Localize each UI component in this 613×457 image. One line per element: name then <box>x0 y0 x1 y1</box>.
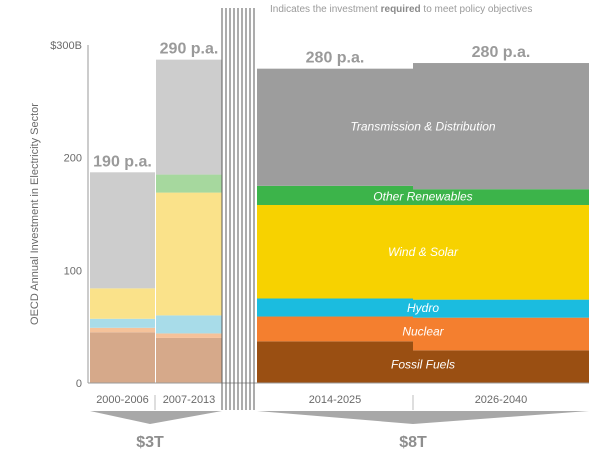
bar-fossil-fuels-2026-2040 <box>413 350 589 383</box>
total-label-2000-2006: 190 p.a. <box>93 153 152 170</box>
y-tick-label-100: 100 <box>64 265 82 277</box>
note-prefix: Indicates the investment <box>270 4 381 15</box>
bar-other-renewables-2007-2013 <box>156 174 222 193</box>
x-tick-label-2007-2013: 2007-2013 <box>163 394 216 406</box>
y-tick-label-200: 200 <box>64 153 82 165</box>
bar-nuclear-2007-2013 <box>156 333 222 338</box>
bar-nuclear-2026-2040 <box>413 317 589 351</box>
y-tick-label-0: 0 <box>76 378 82 390</box>
series-label-hydro: Hydro <box>407 301 439 315</box>
group-bracket-8t <box>257 411 589 424</box>
x-tick-label-2000-2006: 2000-2006 <box>96 394 149 406</box>
bar-fossil-fuels-2007-2013 <box>156 337 222 383</box>
bar-hydro-2000-2006 <box>90 318 155 328</box>
bar-hydro-2014-2025 <box>257 298 413 317</box>
bar-fossil-fuels-2014-2025 <box>257 341 413 383</box>
bar-wind-solar-2026-2040 <box>413 204 589 300</box>
x-tick-label-2014-2025: 2014-2025 <box>309 394 362 406</box>
group-bracket-3t <box>90 411 222 424</box>
total-label-2014-2025: 280 p.a. <box>306 50 365 67</box>
series-label-transmission-distribution: Transmission & Distribution <box>350 120 495 134</box>
series-label-other-renewables: Other Renewables <box>373 189 472 203</box>
x-tick-label-2026-2040: 2026-2040 <box>475 394 528 406</box>
bar-transmission-distribution-2000-2006 <box>90 172 155 289</box>
total-label-2026-2040: 280 p.a. <box>472 44 531 61</box>
y-tick-label-300: $300B <box>50 40 82 52</box>
series-label-wind-solar: Wind & Solar <box>388 245 459 259</box>
y-axis-title: OECD Annual Investment in Electricity Se… <box>29 103 41 325</box>
note-emphasis: required <box>380 4 421 15</box>
series-label-nuclear: Nuclear <box>402 324 444 338</box>
bar-transmission-distribution-2007-2013 <box>156 59 222 175</box>
series-label-fossil-fuels: Fossil Fuels <box>391 357 455 371</box>
bar-fossil-fuels-2000-2006 <box>90 332 155 383</box>
bar-hydro-2026-2040 <box>413 299 589 318</box>
required-investment-note: Indicates the investment required to mee… <box>270 4 532 15</box>
total-label-2007-2013: 290 p.a. <box>160 41 219 58</box>
bar-nuclear-2000-2006 <box>90 327 155 333</box>
bar-hydro-2007-2013 <box>156 315 222 334</box>
group-total-historical: $3T <box>136 434 164 451</box>
bar-wind-solar-2007-2013 <box>156 192 222 316</box>
bar-wind-solar-2000-2006 <box>90 288 155 319</box>
bar-other-renewables-2014-2025 <box>257 185 413 205</box>
bar-transmission-distribution-2014-2025 <box>257 68 413 186</box>
bar-nuclear-2014-2025 <box>257 316 413 342</box>
bar-transmission-distribution-2026-2040 <box>413 63 589 190</box>
bar-wind-solar-2014-2025 <box>257 204 413 299</box>
bar-other-renewables-2026-2040 <box>413 189 589 205</box>
note-suffix: to meet policy objectives <box>420 4 533 15</box>
group-total-projected: $8T <box>399 434 427 451</box>
